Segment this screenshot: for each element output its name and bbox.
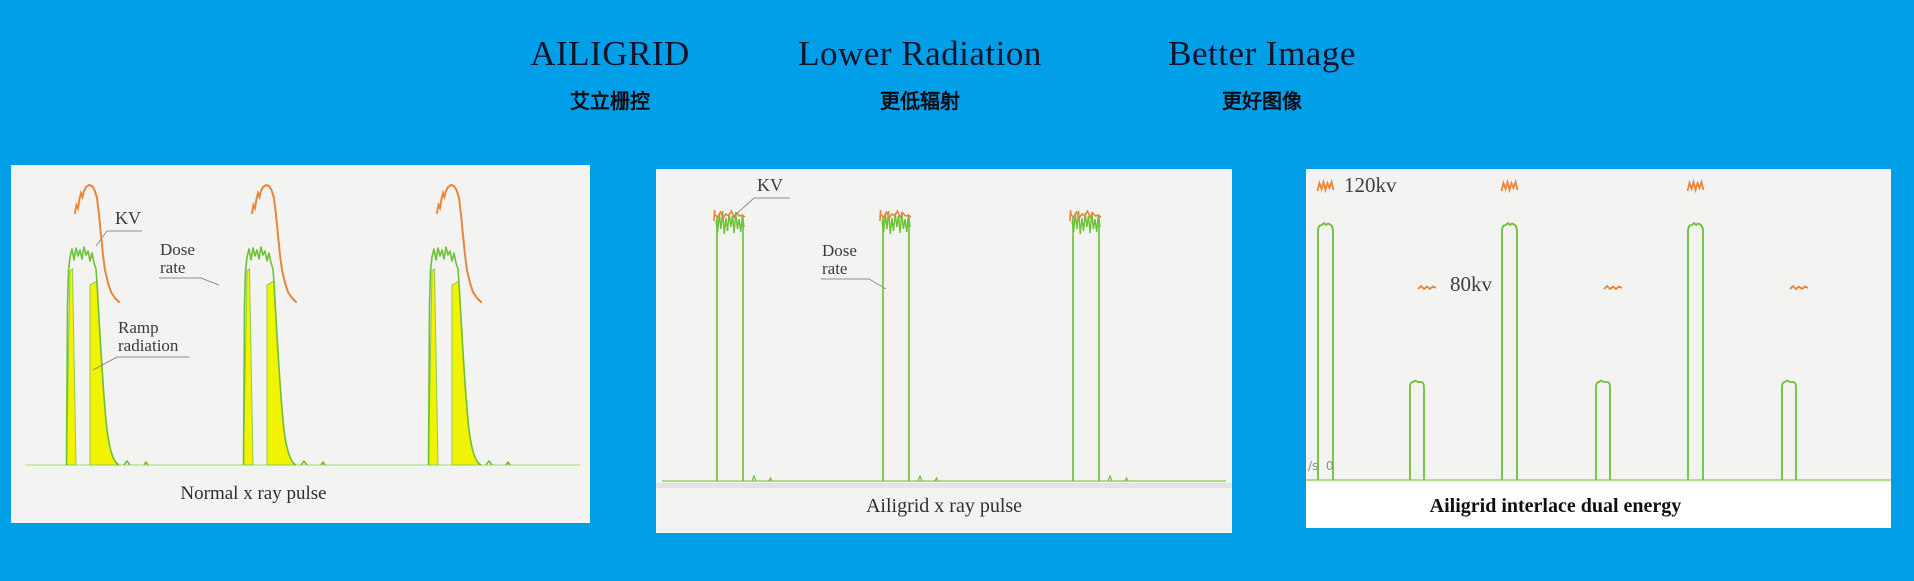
kv-label: KV	[115, 208, 141, 228]
dose-rate-label: Dose rate	[160, 240, 195, 277]
ramp-pointer-line	[92, 356, 189, 371]
kv-marker-120	[1686, 178, 1705, 194]
short-pulse-80kv	[1781, 379, 1797, 480]
label-120kv: 120kv	[1344, 173, 1397, 197]
label-80kv: 80kv	[1450, 272, 1492, 296]
kv-top-trace	[713, 209, 746, 222]
kv-pointer-line	[95, 230, 142, 247]
ramp-radiation-spike	[242, 267, 254, 466]
dose-rate-curve	[65, 246, 149, 466]
pulse-edges	[716, 216, 744, 481]
kv-marker-120	[1316, 178, 1335, 194]
dose-rate-curve	[242, 246, 326, 466]
header-column-ailigrid: AILIGRID 艾立栅控	[450, 34, 770, 114]
short-pulse-80kv	[1409, 379, 1425, 480]
dose-rate-curve	[427, 246, 511, 466]
ramp-radiation-area	[89, 280, 120, 466]
pulse-noisy-top	[881, 210, 911, 235]
dual-energy-waveform-chart	[1306, 178, 1891, 481]
pulse-noisy-top	[715, 210, 745, 235]
kv-marker-80	[1417, 284, 1437, 291]
baseline-ticks	[751, 474, 773, 482]
kv-top-trace	[879, 209, 912, 222]
kv-marker-80	[1789, 284, 1809, 291]
ramp-radiation-spike	[65, 267, 77, 466]
header-column-better-image: Better Image 更好图像	[1102, 34, 1422, 114]
header-title: AILIGRID	[530, 34, 690, 73]
kv-curve	[436, 183, 482, 303]
dose-pointer-line	[159, 277, 220, 286]
short-pulse-80kv	[1595, 379, 1611, 480]
kv-marker-80	[1603, 284, 1623, 291]
caption-strip: Ailigrid interlace dual energy	[1306, 482, 1891, 528]
tall-pulse-120kv	[1501, 221, 1518, 480]
dose-pointer-line	[821, 278, 887, 290]
axis-origin-text: /s 0	[1308, 459, 1334, 473]
kv-top-trace	[1069, 209, 1102, 222]
pulse-edges	[1072, 216, 1100, 481]
kv-label: KV	[757, 175, 783, 195]
baseline-ticks	[917, 474, 939, 482]
header-subtitle-chinese: 更好图像	[1222, 89, 1302, 113]
header-title: Lower Radiation	[798, 34, 1042, 73]
tall-pulse-120kv	[1317, 221, 1334, 480]
divider-band	[656, 483, 1232, 488]
pulse-edges	[882, 216, 910, 481]
ramp-radiation-label: Ramp radiation	[118, 318, 179, 355]
ramp-radiation-area	[266, 280, 297, 466]
panel-normal-xray-pulse: KV Dose rate Ramp radiation Normal x ray…	[11, 165, 590, 523]
kv-pointer-line	[732, 197, 790, 218]
dose-rate-label: Dose rate	[822, 241, 857, 278]
kv-curve	[251, 183, 297, 303]
baseline-ticks	[1107, 474, 1129, 482]
ramp-radiation-area	[451, 280, 482, 466]
pulse-noisy-top	[1071, 210, 1101, 235]
tall-pulse-120kv	[1687, 221, 1704, 480]
ailigrid-xray-waveform-chart	[656, 197, 1232, 488]
header-column-lower-radiation: Lower Radiation 更低辐射	[760, 34, 1080, 114]
kv-marker-120	[1500, 178, 1519, 194]
header-subtitle-chinese: 更低辐射	[880, 89, 960, 113]
header-title: Better Image	[1168, 34, 1356, 73]
normal-xray-waveform-chart	[25, 183, 580, 466]
kv-curve	[74, 183, 120, 303]
panel-ailigrid-xray-pulse: KV Dose rate Ailigrid x ray pulse	[656, 169, 1232, 533]
panel-caption: Ailigrid interlace dual energy	[1429, 495, 1682, 517]
panel-caption: Ailigrid x ray pulse	[865, 495, 1023, 517]
panel-interlace-dual-energy: 120kv 80kv /s 0 Ailigrid interlace dual …	[1306, 169, 1891, 528]
header-subtitle-chinese: 艾立栅控	[570, 89, 650, 113]
ramp-radiation-spike	[427, 267, 439, 466]
panel-caption: Normal x ray pulse	[180, 483, 327, 504]
